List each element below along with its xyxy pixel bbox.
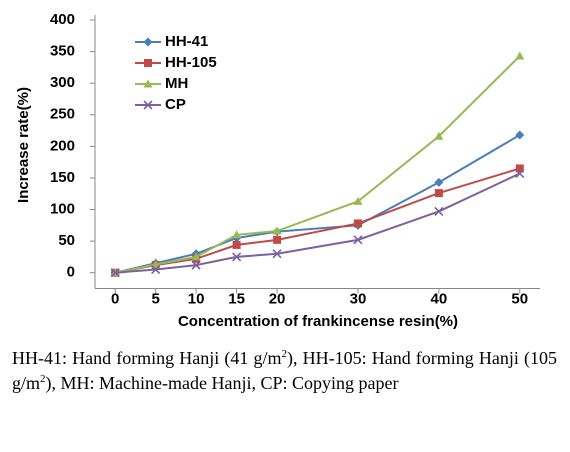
marker <box>273 235 282 244</box>
y-tick-label: 100 <box>50 200 75 217</box>
marker <box>151 264 161 275</box>
caption-text: ), MH: Machine-made Hanji, CP: Copying p… <box>45 373 399 393</box>
caption-sup: 2 <box>40 373 46 385</box>
marker <box>232 230 242 239</box>
y-tick-label: 50 <box>58 232 75 249</box>
y-tick-label: 250 <box>50 106 75 123</box>
y-tick-label: 350 <box>50 43 75 60</box>
chart: Increase rate(%) Concentration of franki… <box>15 11 540 330</box>
marker <box>515 164 524 173</box>
series-line <box>115 167 521 274</box>
y-tick-label: 150 <box>50 169 75 186</box>
marker <box>353 235 363 245</box>
marker <box>515 168 525 179</box>
x-axis-title: Concentration of frankincense resin(%) <box>178 313 458 330</box>
marker <box>434 189 443 198</box>
legend-marker <box>143 37 153 47</box>
caption-text: ), HH-105: Hand forming Hanji (105 g/m <box>12 348 557 393</box>
marker <box>151 259 161 268</box>
x-tick-label: 0 <box>111 290 119 307</box>
marker <box>110 268 120 278</box>
x-tick-label: 20 <box>269 290 286 307</box>
x-tick-label: 10 <box>188 290 205 307</box>
x-tick-label: 15 <box>228 290 245 307</box>
marker <box>232 240 241 249</box>
marker <box>272 226 282 235</box>
marker <box>434 206 444 216</box>
marker <box>272 249 282 259</box>
marker <box>232 252 242 262</box>
marker <box>515 51 525 60</box>
legend-marker <box>144 59 152 67</box>
series-line <box>115 55 521 274</box>
marker <box>353 196 363 205</box>
caption-text: HH-41: Hand forming Hanji (41 g/m <box>12 348 282 368</box>
legend-label: MH <box>165 75 188 92</box>
y-axis-title: Increase rate(%) <box>15 87 32 203</box>
y-tick-label: 200 <box>50 137 75 154</box>
legend-marker <box>143 100 153 110</box>
marker <box>191 260 201 270</box>
series-line <box>114 134 521 274</box>
caption-sup: 2 <box>281 348 288 360</box>
marker <box>515 130 525 140</box>
marker <box>434 177 444 187</box>
caption: HH-41: Hand forming Hanji (41 g/m2), HH-… <box>12 346 557 396</box>
y-tick-label: 300 <box>50 74 75 91</box>
x-tick-label: 30 <box>350 290 367 307</box>
x-tick-label: 50 <box>511 290 528 307</box>
legend-label: CP <box>165 96 186 113</box>
marker <box>353 219 362 228</box>
x-tick-label: 40 <box>431 290 448 307</box>
series-line <box>115 172 521 274</box>
y-tick-label: 0 <box>67 264 75 281</box>
y-tick-label: 400 <box>50 11 75 28</box>
legend-label: HH-41 <box>165 33 208 50</box>
marker <box>191 252 201 261</box>
x-tick-label: 5 <box>152 290 160 307</box>
legend-label: HH-105 <box>165 54 217 71</box>
marker <box>434 131 444 140</box>
legend-marker <box>143 79 153 88</box>
